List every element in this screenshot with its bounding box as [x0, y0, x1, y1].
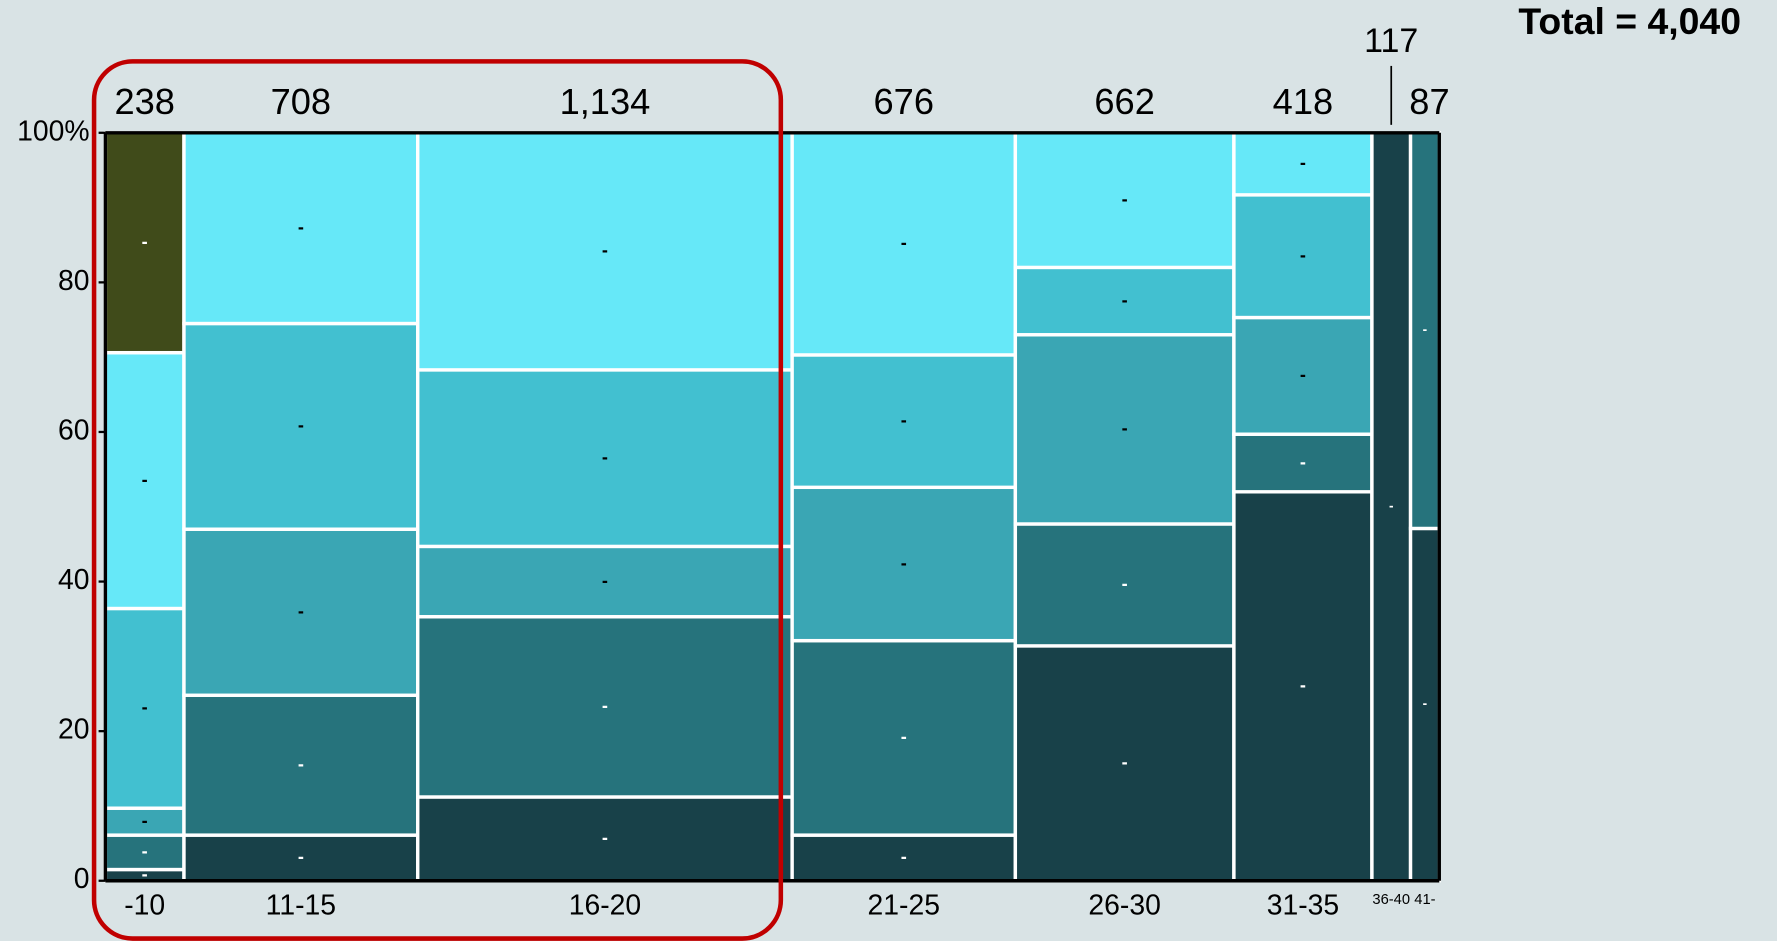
cell-label: -: [901, 410, 907, 430]
cell-label: -: [1300, 365, 1306, 385]
x-tick-label: 26-30: [1088, 889, 1160, 921]
cell-label: -: [901, 553, 907, 573]
mosaic-cell: [1013, 644, 1236, 883]
cell-label: -: [1389, 498, 1394, 513]
mosaic-cell: [1013, 522, 1236, 648]
x-tick-label: 21-25: [868, 889, 940, 921]
cell-label: -: [298, 601, 304, 621]
y-tick-label: 80: [58, 265, 90, 297]
mosaic-cell: [182, 693, 420, 837]
mosaic-cell: [416, 795, 794, 883]
mosaic-cell: [182, 833, 420, 883]
y-tick-label: 60: [58, 414, 90, 446]
column-total: 117: [1364, 22, 1418, 60]
x-tick-label: 41-: [1414, 892, 1435, 908]
mosaic-cell: [1370, 131, 1413, 883]
mosaic-cell: [182, 527, 420, 697]
column-total: 418: [1273, 81, 1333, 122]
total-label: Total = 4,040: [1518, 0, 1741, 42]
cell-label: -: [602, 447, 608, 467]
y-tick-label: 0: [74, 863, 90, 895]
mosaic-cell: [790, 485, 1018, 643]
cell-label: -: [298, 754, 304, 774]
cell-label: -: [142, 841, 148, 861]
cell-label: -: [602, 828, 608, 848]
cell-label: -: [1300, 245, 1306, 265]
cell-label: -: [298, 217, 304, 237]
cell-label: -: [1122, 752, 1128, 772]
cell-label: -: [142, 810, 148, 830]
cell-label: -: [142, 864, 148, 884]
y-tick-label: 40: [58, 564, 90, 596]
x-tick-label: -10: [124, 889, 165, 921]
cell-label: -: [1122, 574, 1128, 594]
cell-label: -: [1423, 322, 1428, 337]
cell-label: -: [901, 727, 907, 747]
mosaic-cell: [790, 131, 1018, 357]
mosaic-cell: [1013, 333, 1236, 526]
x-tick-label: 11-15: [266, 889, 336, 921]
cell-label: -: [298, 415, 304, 435]
x-tick-label: 16-20: [569, 889, 641, 921]
cell-label: -: [142, 697, 148, 717]
mosaic-cell: [416, 615, 794, 799]
cell-label: -: [602, 570, 608, 590]
column-total: 1,134: [560, 81, 651, 122]
cell-label: -: [1300, 153, 1306, 173]
cell-label: -: [602, 240, 608, 260]
column-total: 662: [1094, 81, 1154, 122]
cell-label: -: [298, 847, 304, 867]
cell-label: -: [1300, 452, 1306, 472]
x-tick-label: 36-40: [1372, 892, 1410, 908]
mosaic-cell: [416, 368, 794, 549]
cell-label: -: [1423, 696, 1428, 711]
mosaic-cell: [790, 638, 1018, 837]
cell-label: -: [1122, 418, 1128, 438]
mosaic-cell: [182, 321, 420, 531]
highlight-box: [91, 59, 784, 941]
column-total: 87: [1409, 81, 1449, 122]
mosaic-cell: [1232, 490, 1374, 883]
cell-label: -: [142, 232, 148, 252]
column-total: 708: [271, 81, 331, 122]
cell-label: -: [1300, 675, 1306, 695]
cell-label: -: [142, 469, 148, 489]
column-total: 238: [114, 81, 174, 122]
cell-label: -: [1122, 290, 1128, 310]
cell-label: -: [1122, 189, 1128, 209]
column-total: 676: [874, 81, 934, 122]
cell-label: -: [901, 847, 907, 867]
cell-label: -: [901, 233, 907, 253]
mosaic-cell: [1013, 265, 1236, 337]
y-tick-label: 20: [58, 714, 90, 746]
x-tick-label: 31-35: [1267, 889, 1339, 921]
y-tick-label: 100%: [17, 115, 89, 147]
cell-label: -: [602, 696, 608, 716]
mosaic-cell: [416, 131, 794, 372]
